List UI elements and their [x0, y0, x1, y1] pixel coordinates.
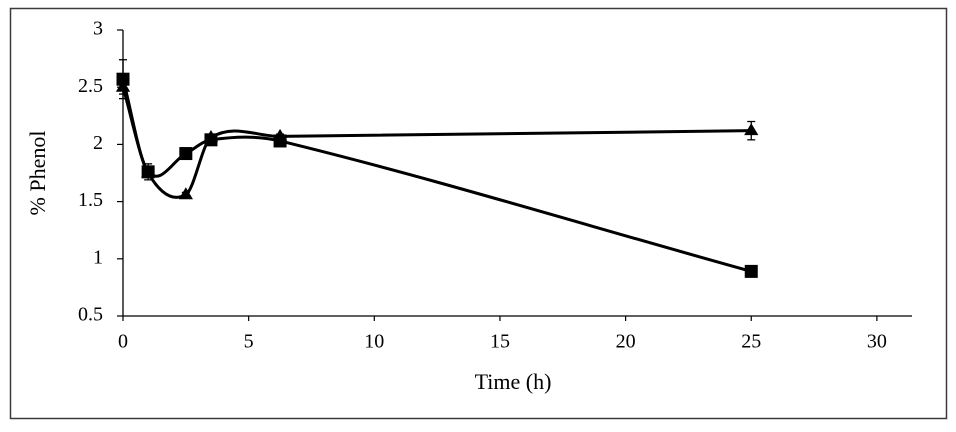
- triangle-marker: [141, 165, 156, 178]
- y-tick-label: 1: [93, 246, 103, 268]
- y-tick-label: 2: [93, 132, 103, 154]
- chart-border: [9, 7, 948, 420]
- x-tick-label: 25: [741, 331, 761, 353]
- y-tick-label: 0.5: [78, 304, 103, 326]
- x-tick-label: 20: [616, 331, 636, 353]
- x-tick-label: 5: [244, 331, 254, 353]
- y-tick-label: 3: [93, 18, 103, 40]
- triangle-marker: [203, 130, 219, 143]
- x-tick-label: 30: [867, 331, 887, 353]
- x-tick-label: 15: [490, 331, 510, 353]
- square-marker: [179, 147, 193, 161]
- y-tick-label: 2.5: [78, 75, 103, 97]
- triangle-marker: [272, 128, 288, 141]
- square-marker: [116, 72, 130, 86]
- square-marker: [744, 264, 758, 278]
- x-tick-label: 10: [364, 331, 384, 353]
- triangle-marker: [744, 123, 759, 136]
- plot-series: [115, 59, 759, 278]
- y-axis-label: % Phenol: [25, 131, 50, 216]
- x-axis-label: Time (h): [475, 369, 552, 394]
- ticks: 0.511.522.530 5 10 15 20 25 30: [78, 18, 887, 353]
- y-tick-label: 1.5: [78, 189, 103, 211]
- triangle-marker: [115, 79, 131, 92]
- x-tick-label: 0: [118, 331, 128, 353]
- triangle-marker: [178, 187, 193, 200]
